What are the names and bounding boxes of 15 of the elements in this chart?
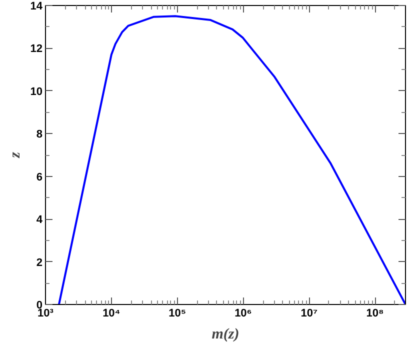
y-tick-label: 6	[36, 171, 43, 184]
x-tick-label: 10³	[38, 308, 54, 320]
y-tick-label: 8	[36, 128, 43, 141]
y-tick-label: 10	[30, 86, 43, 98]
x-axis-title: m(z)	[212, 326, 240, 342]
y-axis-title: z	[7, 152, 24, 159]
x-tick-label: 10⁷	[300, 308, 318, 320]
x-tick-label: 10⁴	[102, 308, 120, 320]
x-tick-label: 10⁵	[168, 308, 186, 320]
y-tick-label: 14	[30, 0, 44, 12]
y-tick-label: 4	[36, 214, 44, 226]
x-tick-label: 10⁸	[366, 308, 384, 320]
x-tick-label: 10⁶	[234, 308, 252, 320]
y-tick-label: 12	[30, 43, 43, 56]
y-tick-label: 2	[36, 256, 43, 269]
